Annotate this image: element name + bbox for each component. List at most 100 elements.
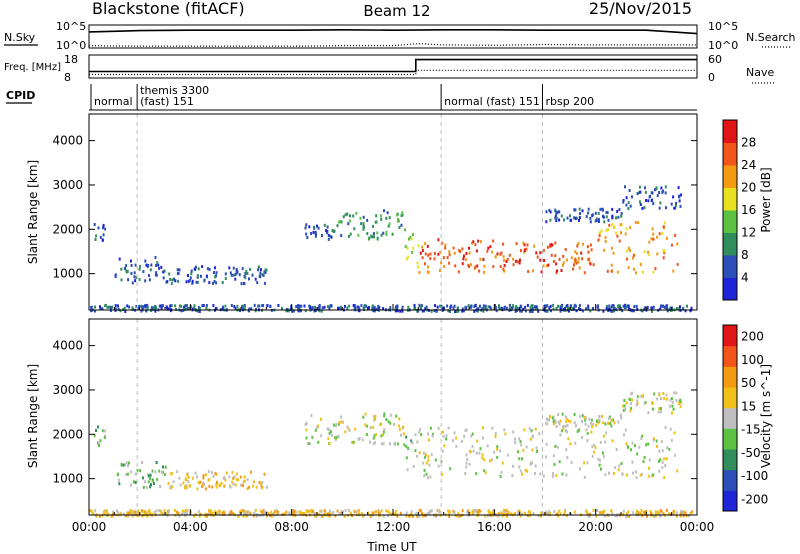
scatter-cell-8	[438, 509, 441, 513]
nave-series	[89, 69, 697, 76]
scatter-cell-12	[140, 304, 143, 308]
scatter-cell-10	[589, 216, 592, 220]
scatter-cell-8	[540, 511, 543, 515]
scatter-cell-12	[111, 305, 114, 309]
scatter-cell-8	[655, 512, 658, 516]
scatter-cell-12	[650, 309, 653, 313]
scatter-cell-3	[396, 442, 399, 446]
scatter-cell-8	[353, 510, 356, 514]
scatter-cell-2	[225, 471, 228, 475]
scatter-cell-8	[272, 512, 275, 516]
scatter-cell-1	[147, 264, 150, 267]
colorbar-swatch-0	[723, 277, 737, 301]
scatter-cell-5	[445, 434, 448, 438]
scatter-cell-12	[314, 305, 316, 309]
scatter-cell-5	[552, 454, 555, 458]
scatter-cell-12	[424, 307, 427, 311]
scatter-cell-12	[90, 305, 93, 309]
scatter-cell-8	[625, 512, 628, 516]
scatter-cell-8	[508, 253, 511, 257]
scatter-cell-7	[444, 246, 447, 250]
scatter-cell-1	[164, 465, 167, 469]
scatter-cell-5	[388, 222, 391, 226]
scatter-cell-3	[382, 433, 385, 437]
scatter-cell-9	[656, 235, 659, 239]
scatter-cell-12	[248, 309, 251, 313]
scatter-cell-2	[194, 265, 197, 269]
scatter-cell-10	[578, 218, 580, 222]
scatter-cell-8	[209, 509, 212, 513]
scatter-cell-12	[652, 305, 655, 309]
scatter-cell-12	[552, 307, 555, 311]
scatter-cell-3	[305, 421, 308, 425]
scatter-cell-8	[158, 509, 161, 513]
scatter-cell-12	[484, 304, 487, 308]
scatter-cell-8	[428, 511, 431, 515]
scatter-cell-10	[594, 211, 597, 215]
scatter-cell-7	[673, 391, 676, 395]
scatter-cell-1	[128, 461, 130, 465]
scatter-cell-5	[561, 429, 564, 433]
scatter-cell-4	[348, 219, 351, 223]
scatter-cell-8	[360, 512, 363, 515]
scatter-cell-8	[558, 509, 561, 513]
scatter-cell-12	[413, 303, 416, 307]
scatter-cell-12	[119, 309, 122, 313]
scatter-cell-5	[586, 439, 589, 443]
scatter-cell-8	[340, 510, 343, 514]
scatter-cell-1	[127, 464, 130, 468]
scatter-cell-4	[405, 435, 408, 439]
scatter-cell-8	[555, 262, 558, 266]
scatter-cell-0	[98, 444, 100, 447]
scatter-cell-7	[429, 257, 432, 260]
scatter-cell-0	[102, 233, 105, 237]
nsky-series-1	[88, 42, 697, 47]
scatter-cell-8	[242, 509, 245, 513]
scatter-cell-5	[608, 471, 610, 475]
scatter-cell-5	[583, 461, 586, 465]
scatter-cell-7	[474, 265, 477, 269]
scatter-cell-12	[624, 303, 627, 307]
scatter-cell-3	[305, 223, 308, 227]
scatter-cell-7	[678, 402, 681, 406]
scatter-cell-3	[327, 233, 330, 237]
scatter-cell-8	[644, 512, 647, 516]
scatter-cell-1	[154, 470, 157, 474]
scatter-cell-12	[622, 304, 625, 308]
scatter-cell-8	[394, 509, 397, 513]
scatter-cell-8	[601, 511, 604, 515]
scatter-cell-5	[397, 219, 399, 223]
scatter-cell-1	[125, 264, 128, 268]
scatter-cell-5	[641, 434, 644, 438]
scatter-cell-2	[170, 485, 172, 489]
scatter-cell-8	[679, 512, 682, 516]
scatter-cell-8	[456, 514, 459, 518]
scatter-cell-10	[578, 207, 581, 211]
scatter-cell-5	[437, 426, 440, 430]
scatter-cell-3	[402, 425, 405, 429]
scatter-cell-2	[215, 271, 218, 275]
scatter-cell-7	[472, 240, 475, 244]
scatter-cell-8	[491, 511, 494, 515]
scatter-cell-4	[418, 430, 421, 434]
scatter-cell-8	[243, 511, 246, 515]
scatter-cell-8	[453, 510, 456, 514]
scatter-cell-8	[408, 514, 410, 518]
scatter-cell-8	[140, 509, 143, 513]
scatter-cell-8	[502, 258, 505, 262]
scatter-cell-0	[103, 429, 106, 433]
scatter-cell-11	[678, 194, 681, 198]
ytick-label-2: 3000	[52, 178, 83, 192]
scatter-cell-1	[145, 263, 148, 267]
scatter-cell-10	[555, 210, 558, 214]
scatter-cell-5	[470, 434, 473, 438]
scatter-cell-5	[623, 433, 625, 437]
scatter-cell-2	[218, 483, 221, 487]
scatter-cell-3	[382, 430, 385, 434]
freq-label: Freq. [MHz]	[4, 62, 61, 73]
scatter-cell-8	[543, 259, 546, 262]
scatter-cell-2	[187, 274, 189, 277]
scatter-cell-3	[341, 420, 344, 424]
scatter-cell-5	[570, 460, 573, 464]
scatter-cell-12	[467, 304, 470, 308]
